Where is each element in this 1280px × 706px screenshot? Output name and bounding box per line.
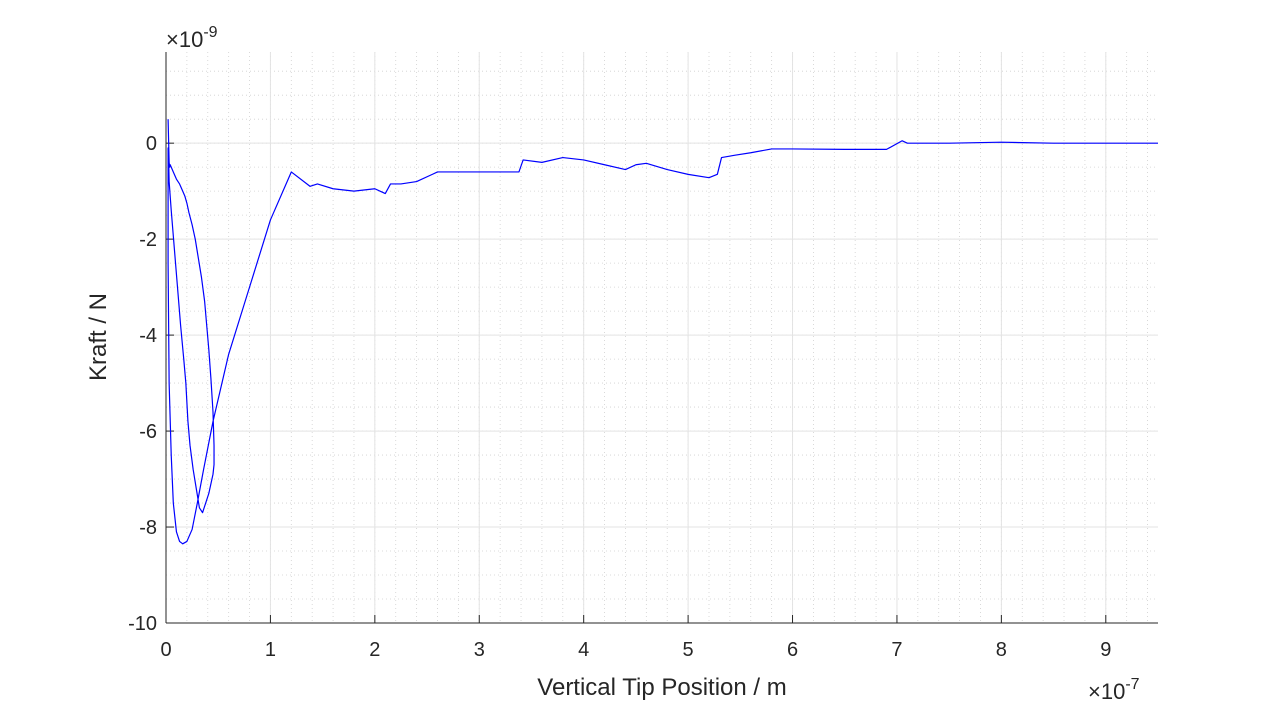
y-tick-label: 0 <box>146 133 157 155</box>
x-tick-label: 7 <box>891 639 902 661</box>
x-tick-label: 5 <box>683 639 694 661</box>
x-exponent-label: ×10-7 <box>1088 676 1140 704</box>
series-layer <box>167 119 1158 545</box>
y-exponent-label: ×10-9 <box>166 24 218 52</box>
x-tick-label: 8 <box>996 639 1007 661</box>
y-tick-label: -2 <box>139 229 157 251</box>
x-tick-label: 4 <box>578 639 589 661</box>
y-tick-label: -8 <box>139 517 157 539</box>
y-tick-label: -4 <box>139 325 157 347</box>
y-tick-label: -10 <box>128 613 157 635</box>
y-axis-label: Kraft / N <box>85 293 112 381</box>
series-line-0 <box>167 119 1158 545</box>
x-exponent: -7 <box>1125 676 1139 693</box>
x-axis-label: Vertical Tip Position / m <box>537 674 786 701</box>
y-multiplier: ×10 <box>166 27 203 52</box>
tick-labels: 0 1 2 3 4 5 6 7 8 9 -10 -8 -6 -4 -2 0 <box>128 133 1111 661</box>
x-tick-label: 0 <box>160 639 171 661</box>
x-tick-label: 2 <box>369 639 380 661</box>
x-tick-label: 3 <box>474 639 485 661</box>
y-exponent: -9 <box>203 24 217 41</box>
plot-background <box>166 52 1158 623</box>
x-multiplier: ×10 <box>1088 679 1125 704</box>
x-tick-label: 9 <box>1100 639 1111 661</box>
x-tick-label: 6 <box>787 639 798 661</box>
y-tick-label: -6 <box>139 421 157 443</box>
x-tick-label: 1 <box>265 639 276 661</box>
